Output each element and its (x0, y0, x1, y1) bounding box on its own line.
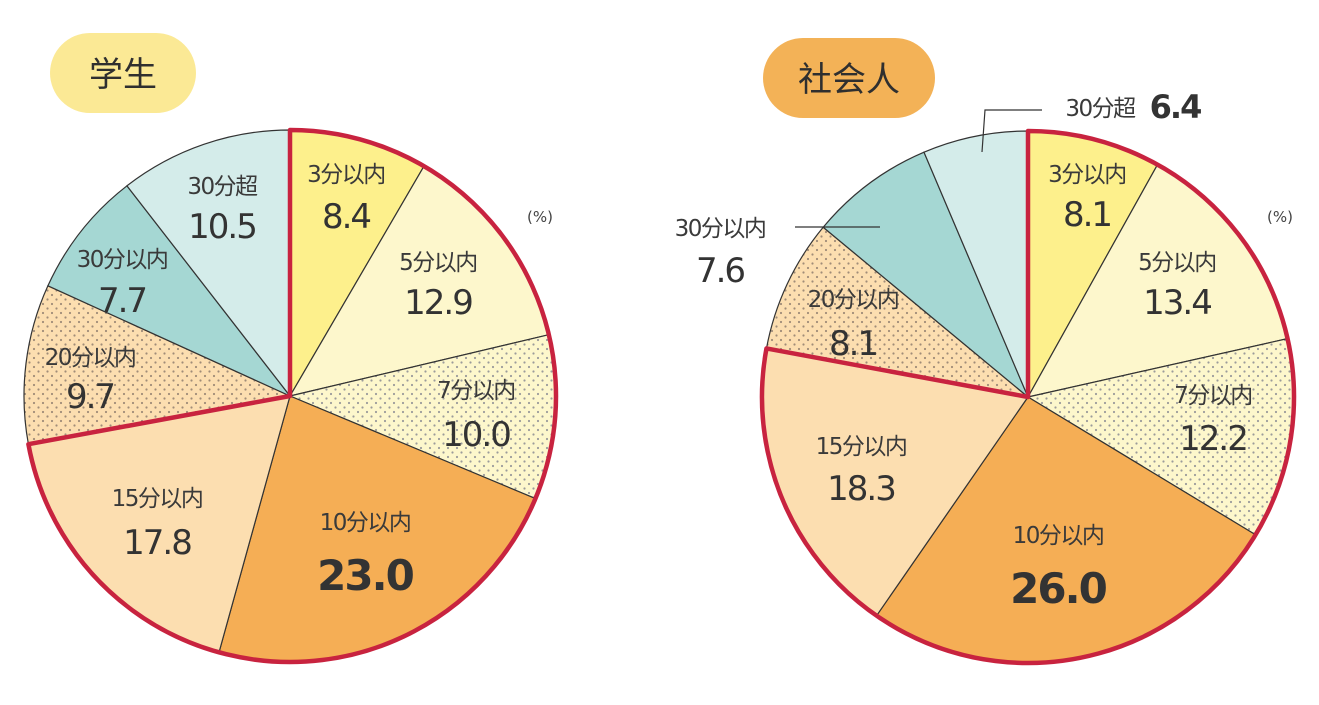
slice-value: 26.0 (1010, 564, 1106, 613)
slice-value: 12.9 (404, 283, 472, 323)
slice-value: 8.4 (322, 197, 370, 237)
chart-title: 学生 (89, 55, 157, 95)
slice-label: 30分以内 (77, 247, 168, 273)
slice-value: 9.7 (66, 377, 114, 417)
slice-labels: 3分以内 8.1 5分以内 13.4 7分以内 12.2 10分以内 26.0 15分以内 18.… (675, 88, 1254, 613)
slice-label: 3分以内 (307, 162, 385, 188)
slice-label: 30分超 (1065, 96, 1136, 122)
slice-value: 6.4 (1150, 88, 1201, 126)
pie-chart-student: 学生 (%) 3分以内 8.4 5分以内 12.9 7分以内 10.0 10分以内 23.0 1… (23, 33, 559, 665)
slice-value: 10.5 (188, 207, 256, 247)
slice-value: 17.8 (123, 523, 191, 563)
slice-label: 3分以内 (1048, 162, 1126, 188)
slice-label: 15分以内 (816, 434, 907, 460)
highlight-outline-path (26, 127, 559, 665)
highlight-outline-path (759, 128, 1297, 666)
leader-line (981, 109, 1042, 153)
slice-label: 20分以内 (808, 287, 899, 313)
slice-label: 20分以内 (45, 345, 136, 371)
slice-value: 23.0 (317, 551, 413, 600)
pie-chart-worker: 社会人 (%) 3分以内 8.1 5分以内 13.4 7分以内 12.2 10分以内 26.0… (675, 38, 1297, 666)
slice-label: 5分以内 (1138, 250, 1216, 276)
slice-value: 12.2 (1179, 419, 1247, 459)
slice-label: 15分以内 (112, 486, 203, 512)
slice-value: 13.4 (1143, 283, 1211, 323)
slice-value: 18.3 (827, 469, 895, 509)
slice-label: 7分以内 (1174, 383, 1252, 409)
unit-label: (%) (527, 208, 553, 226)
slice-value: 7.6 (696, 251, 744, 291)
slice-value: 8.1 (1063, 195, 1111, 235)
slice-value: 10.0 (442, 415, 510, 455)
chart-title: 社会人 (798, 60, 900, 100)
pie-slice (47, 184, 291, 397)
pie-slice (126, 129, 291, 398)
pie-slice (765, 226, 1031, 399)
highlight-outline (759, 128, 1297, 666)
slice-label: 7分以内 (437, 378, 515, 404)
pie-slice (23, 284, 292, 445)
slice-label: 10分以内 (1013, 523, 1104, 549)
chart-title-badge (50, 33, 196, 113)
slice-label: 30分超 (187, 174, 258, 200)
pie-slice (822, 151, 1029, 398)
chart-title-badge (763, 38, 935, 118)
slice-value: 8.1 (829, 324, 877, 364)
slice-label: 10分以内 (320, 510, 411, 536)
unit-label: (%) (1267, 208, 1293, 226)
highlight-outline (26, 127, 559, 665)
slice-labels: 3分以内 8.4 5分以内 12.9 7分以内 10.0 10分以内 23.0 15分以内 17.… (45, 162, 517, 600)
slice-value: 7.7 (98, 281, 146, 321)
slice-label: 5分以内 (399, 250, 477, 276)
slice-label: 30分以内 (675, 216, 766, 242)
